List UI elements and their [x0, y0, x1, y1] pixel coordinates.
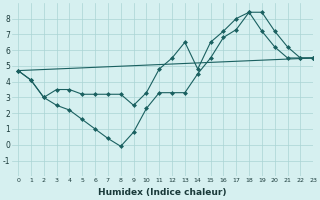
X-axis label: Humidex (Indice chaleur): Humidex (Indice chaleur)	[98, 188, 227, 197]
